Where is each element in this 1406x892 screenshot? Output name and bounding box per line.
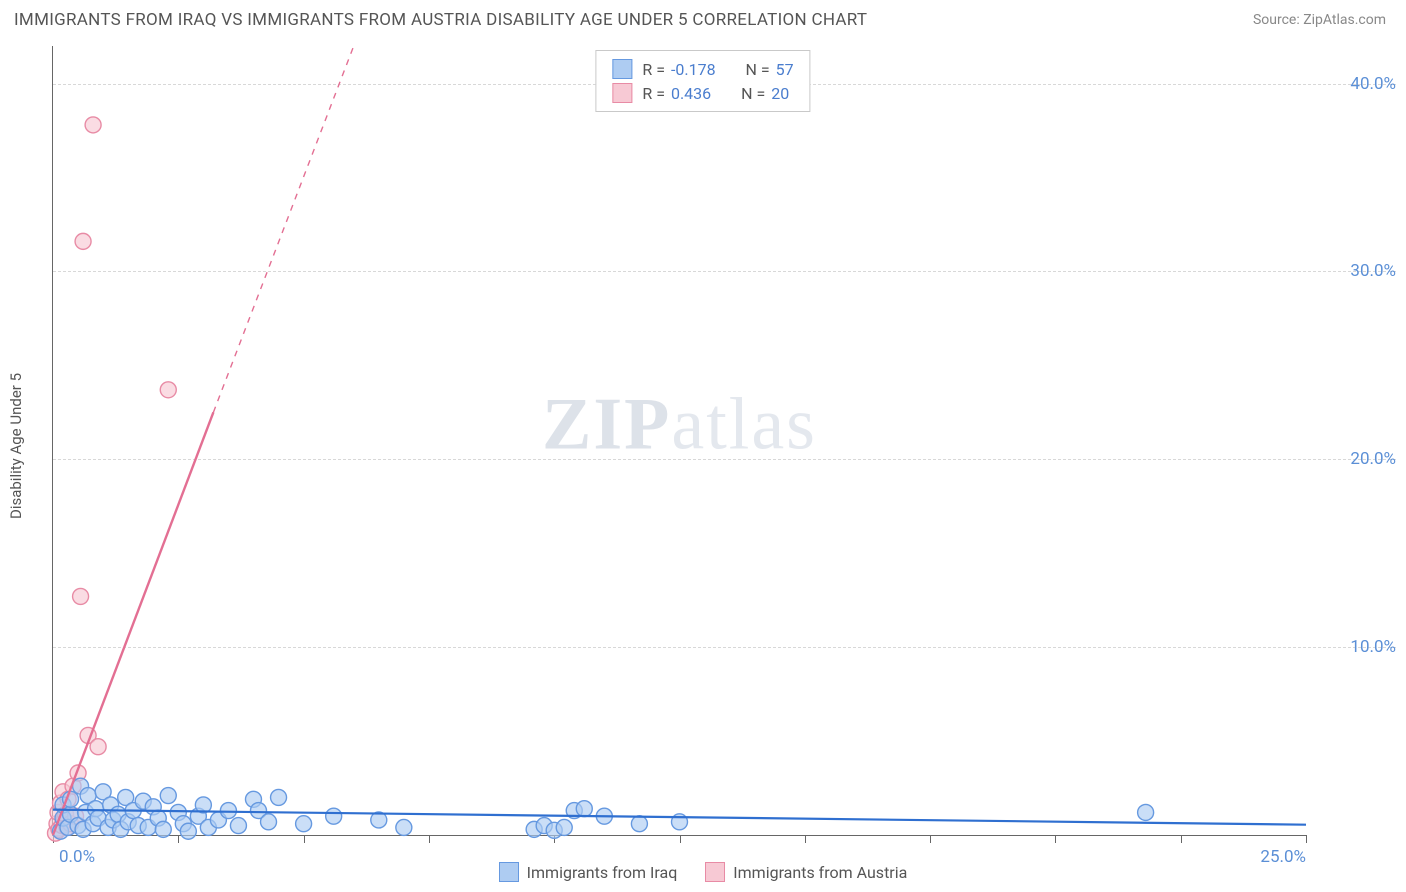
y-axis-label: Disability Age Under 5 — [7, 373, 25, 519]
series-legend: Immigrants from Iraq Immigrants from Aus… — [0, 862, 1406, 882]
data-point — [73, 588, 89, 604]
data-point — [90, 739, 106, 755]
legend-row-iraq: R = -0.178 N = 57 — [612, 57, 793, 81]
y-tick-label: 20.0% — [1316, 449, 1396, 469]
x-tick — [178, 835, 179, 843]
swatch-austria — [612, 83, 632, 103]
legend-item-austria: Immigrants from Austria — [705, 862, 907, 882]
data-point — [556, 819, 572, 835]
x-tick — [1055, 835, 1056, 843]
scatter-plot-svg — [53, 46, 1306, 835]
swatch-iraq — [499, 862, 519, 882]
data-point — [75, 233, 91, 249]
trend-line — [53, 412, 213, 835]
data-point — [296, 816, 312, 832]
data-point — [631, 816, 647, 832]
data-point — [155, 821, 171, 837]
data-point — [271, 789, 287, 805]
x-tick — [429, 835, 430, 843]
trend-line — [213, 46, 353, 412]
x-tick — [805, 835, 806, 843]
data-point — [85, 117, 101, 133]
swatch-austria — [705, 862, 725, 882]
data-point — [160, 382, 176, 398]
x-tick — [930, 835, 931, 843]
y-tick-label: 30.0% — [1316, 261, 1396, 281]
correlation-legend: R = -0.178 N = 57 R = 0.436 N = 20 — [595, 50, 810, 112]
legend-row-austria: R = 0.436 N = 20 — [612, 81, 793, 105]
data-point — [261, 814, 277, 830]
y-tick-label: 10.0% — [1316, 637, 1396, 657]
legend-item-iraq: Immigrants from Iraq — [499, 862, 678, 882]
chart-plot-area: ZIPatlas 10.0%20.0%30.0%40.0%0.0%25.0% — [52, 46, 1306, 836]
source-attribution: Source: ZipAtlas.com — [1253, 12, 1386, 28]
x-tick — [1181, 835, 1182, 843]
data-point — [576, 801, 592, 817]
data-point — [160, 788, 176, 804]
data-point — [396, 819, 412, 835]
data-point — [230, 818, 246, 834]
chart-title: IMMIGRANTS FROM IRAQ VS IMMIGRANTS FROM … — [14, 10, 867, 30]
y-tick-label: 40.0% — [1316, 74, 1396, 94]
data-point — [1138, 804, 1154, 820]
x-tick — [304, 835, 305, 843]
x-tick — [680, 835, 681, 843]
data-point — [180, 823, 196, 839]
swatch-iraq — [612, 59, 632, 79]
x-tick — [1306, 835, 1307, 843]
data-point — [326, 808, 342, 824]
